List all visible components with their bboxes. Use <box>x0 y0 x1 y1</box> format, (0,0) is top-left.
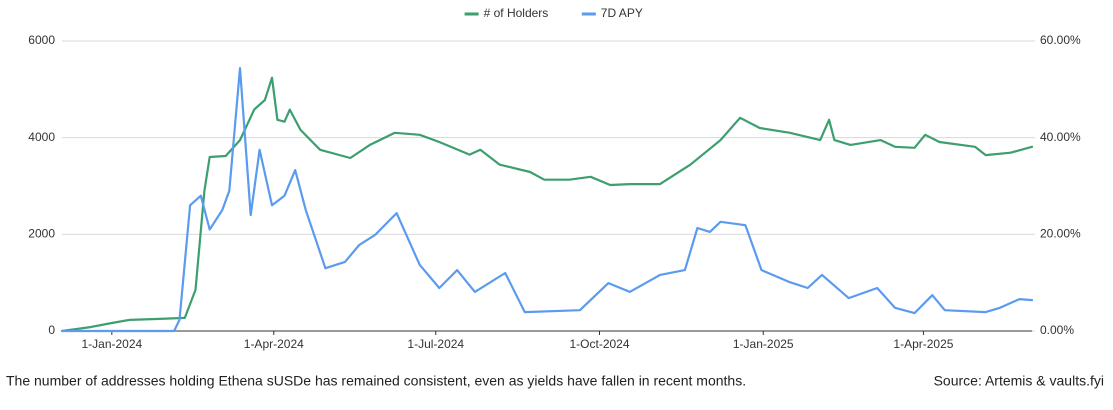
source: Source: Artemis & vaults.fyi <box>934 373 1104 389</box>
y2-tick-label: 20.00% <box>1040 227 1081 241</box>
legend-label: 7D APY <box>601 6 643 20</box>
series-line <box>60 67 1034 333</box>
x-tick-label: 1-Jan-2025 <box>733 337 794 351</box>
x-tick-label: 1-Apr-2024 <box>244 337 304 351</box>
y-tick-label: 0 <box>48 323 55 337</box>
caption: The number of addresses holding Ethena s… <box>6 373 746 389</box>
y2-tick-label: 0.00% <box>1040 323 1074 337</box>
series-line <box>60 76 1034 333</box>
y2-tick-label: 40.00% <box>1040 130 1081 144</box>
x-tick-label: 1-Jan-2024 <box>81 337 142 351</box>
legend-label: # of Holders <box>484 6 549 20</box>
x-tick-label: 1-Apr-2025 <box>893 337 953 351</box>
y-tick-label: 4000 <box>28 130 55 144</box>
y2-tick-label: 60.00% <box>1040 33 1081 47</box>
y-tick-label: 2000 <box>28 227 55 241</box>
x-tick-label: 1-Oct-2024 <box>569 337 629 351</box>
y-tick-label: 6000 <box>28 33 55 47</box>
x-tick-label: 1-Jul-2024 <box>407 337 464 351</box>
